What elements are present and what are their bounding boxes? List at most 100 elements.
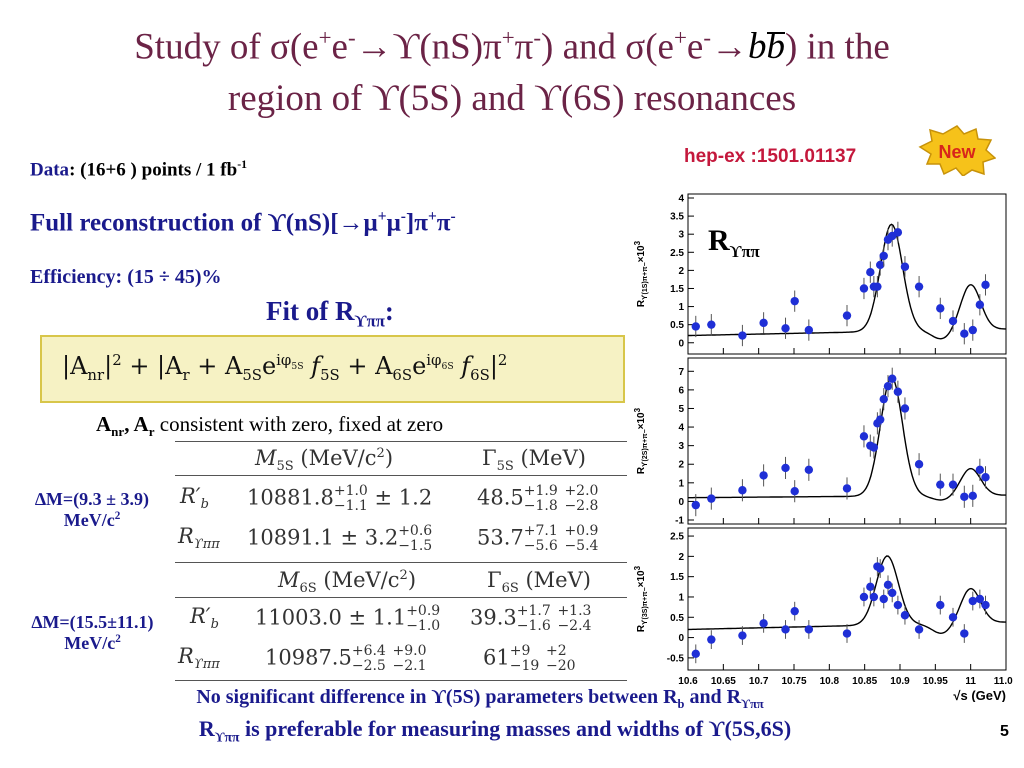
data-point: [948, 480, 958, 489]
data-point: [842, 629, 852, 638]
data-point: [893, 228, 903, 237]
y-tick-label: 5: [678, 404, 684, 415]
y-tick-label: 1: [678, 302, 684, 313]
data-point: [968, 325, 977, 335]
data-point: [981, 473, 990, 482]
table6-row-rb: R′b: [190, 604, 219, 633]
data-point: [883, 580, 893, 589]
data-point: [738, 631, 747, 640]
data-point: [893, 600, 903, 610]
table6-rypp-mass: 10987.5+6.4 −2.5 +9.0 −2.1: [265, 643, 427, 674]
y-tick-label: 0.5: [670, 320, 684, 331]
table6-header-rule: [175, 597, 627, 598]
table5-rypp-mass: 10891.1 ± 3.2+0.6 −1.5: [247, 523, 433, 554]
data-point: [914, 282, 924, 291]
table5-row-rypp: Rϒππ: [178, 524, 220, 553]
x-tick-label: 11.05: [994, 676, 1013, 687]
table6-row-rypp: Rϒππ: [178, 644, 220, 673]
data-point: [869, 443, 879, 452]
data-point: [888, 374, 897, 383]
data-point: [876, 415, 885, 424]
data-point: [804, 625, 814, 634]
data-point: [948, 316, 958, 326]
data-point: [738, 331, 747, 340]
data-point: [960, 492, 969, 501]
x-tick-label: 10.8: [820, 676, 840, 687]
data-point: [869, 592, 879, 602]
y-tick-label: 6: [678, 385, 684, 396]
efficiency: Efficiency: (15 ÷ 45)%: [30, 266, 222, 288]
data-point: [900, 404, 910, 413]
data-point: [900, 611, 910, 620]
table6-rypp-width: 61+9 −19 +2 −20: [483, 643, 576, 674]
y-tick-label: 2: [678, 460, 684, 471]
panel-frame: [687, 357, 1007, 525]
table5-header-rule: [175, 475, 627, 476]
data-point: [914, 460, 924, 469]
data-point: [707, 635, 716, 644]
y-tick-label: 0: [678, 497, 684, 508]
table6-header-mass: M6S (MeV/c2): [278, 568, 417, 597]
data-point: [738, 486, 747, 495]
y-tick-label: 7: [678, 367, 684, 378]
table5-rypp-width: 53.7+7.1 −5.6 +0.9 −5.4: [477, 523, 599, 554]
x-tick-label: 10.75: [781, 676, 806, 687]
table6-header-width: Γ6S (MeV): [487, 568, 591, 597]
fit-formula: |Anr|2 + |Ar + A5Seiφ5S f5S + A6Seiφ6S f…: [62, 351, 508, 384]
new-badge-icon: New: [918, 125, 996, 176]
y-tick-label: 3: [678, 441, 684, 452]
data-point: [876, 260, 885, 270]
data-point: [975, 300, 985, 309]
data-point: [781, 463, 790, 473]
table6-rb-width: 39.3+1.7 −1.6 +1.3 −2.4: [470, 603, 592, 634]
plot-ryypp-label: Rϒππ: [708, 224, 760, 261]
table5-rb-width: 48.5+1.9 −1.8 +2.0 −2.8: [477, 483, 599, 514]
table5-header-mass: M5S (MeV/c2): [255, 446, 394, 475]
table6-top-rule: [175, 562, 627, 563]
y-tick-label: 4: [678, 194, 684, 205]
data-point: [876, 564, 885, 573]
data-point: [859, 592, 869, 602]
data-point: [691, 649, 700, 659]
data-point: [879, 251, 888, 261]
data-point: [936, 600, 945, 610]
data-point: [707, 320, 716, 329]
table6-bottom-rule: [175, 680, 627, 681]
y-tick-label: 3.5: [670, 212, 684, 223]
full-reconstruction: Full reconstruction of ϒ(nS)[→μ+μ-]π+π-: [30, 208, 456, 237]
data-point: [842, 484, 852, 493]
data-point: [975, 465, 985, 475]
data-point: [936, 304, 945, 313]
y-tick-label: 1: [678, 592, 684, 603]
table5-row-rb: R′b: [180, 484, 209, 513]
y-tick-label: 0: [678, 633, 684, 644]
data-point: [936, 480, 945, 489]
panel-frame: [687, 527, 1007, 671]
delta-m-6s: ∆M=(15.5±11.1) MeV/c2: [31, 612, 154, 653]
cross-section-plots: 0 0.5 1 1.5 2 2.5 3 3.5 4 Rϒ(1S)π+π−×103 -1 0 1 2 3 4 5 6…: [633, 193, 1013, 702]
y-tick-label: 2.5: [670, 248, 684, 259]
data-point: [888, 588, 897, 598]
data-point: [960, 629, 969, 638]
x-tick-label: 10.85: [852, 676, 877, 687]
table5-top-rule: [175, 441, 627, 442]
data-point: [759, 619, 768, 628]
y-tick-label: -0.5: [667, 653, 685, 664]
fit-formula-box: |Anr|2 + |Ar + A5Seiφ5S f5S + A6Seiφ6S f…: [40, 335, 625, 403]
x-tick-label: 10.6: [678, 676, 698, 687]
panel-frame: [687, 193, 1007, 355]
data-point: [804, 465, 814, 475]
fit-of-label: Fit of Rϒππ:: [266, 296, 394, 331]
data-point: [883, 381, 893, 391]
y-axis-label: Rϒ(2S)π+π−×103: [633, 407, 649, 474]
data-line: Data: (16+6 ) points / 1 fb-1: [30, 158, 247, 181]
data-point: [879, 594, 888, 604]
data-point: [691, 322, 700, 331]
y-axis-label: Rϒ(3S)π+π−×103: [633, 565, 649, 632]
y-tick-label: 1: [678, 478, 684, 489]
title-line-1: Study of σ(e+e-→ϒ(nS)π+π-) and σ(e+e-→bb…: [134, 25, 890, 68]
data-point: [981, 280, 990, 290]
data-point: [948, 613, 958, 622]
x-tick-label: 10.7: [749, 676, 769, 687]
conclusion-line-2: Rϒππ is preferable for measuring masses …: [198, 716, 792, 745]
